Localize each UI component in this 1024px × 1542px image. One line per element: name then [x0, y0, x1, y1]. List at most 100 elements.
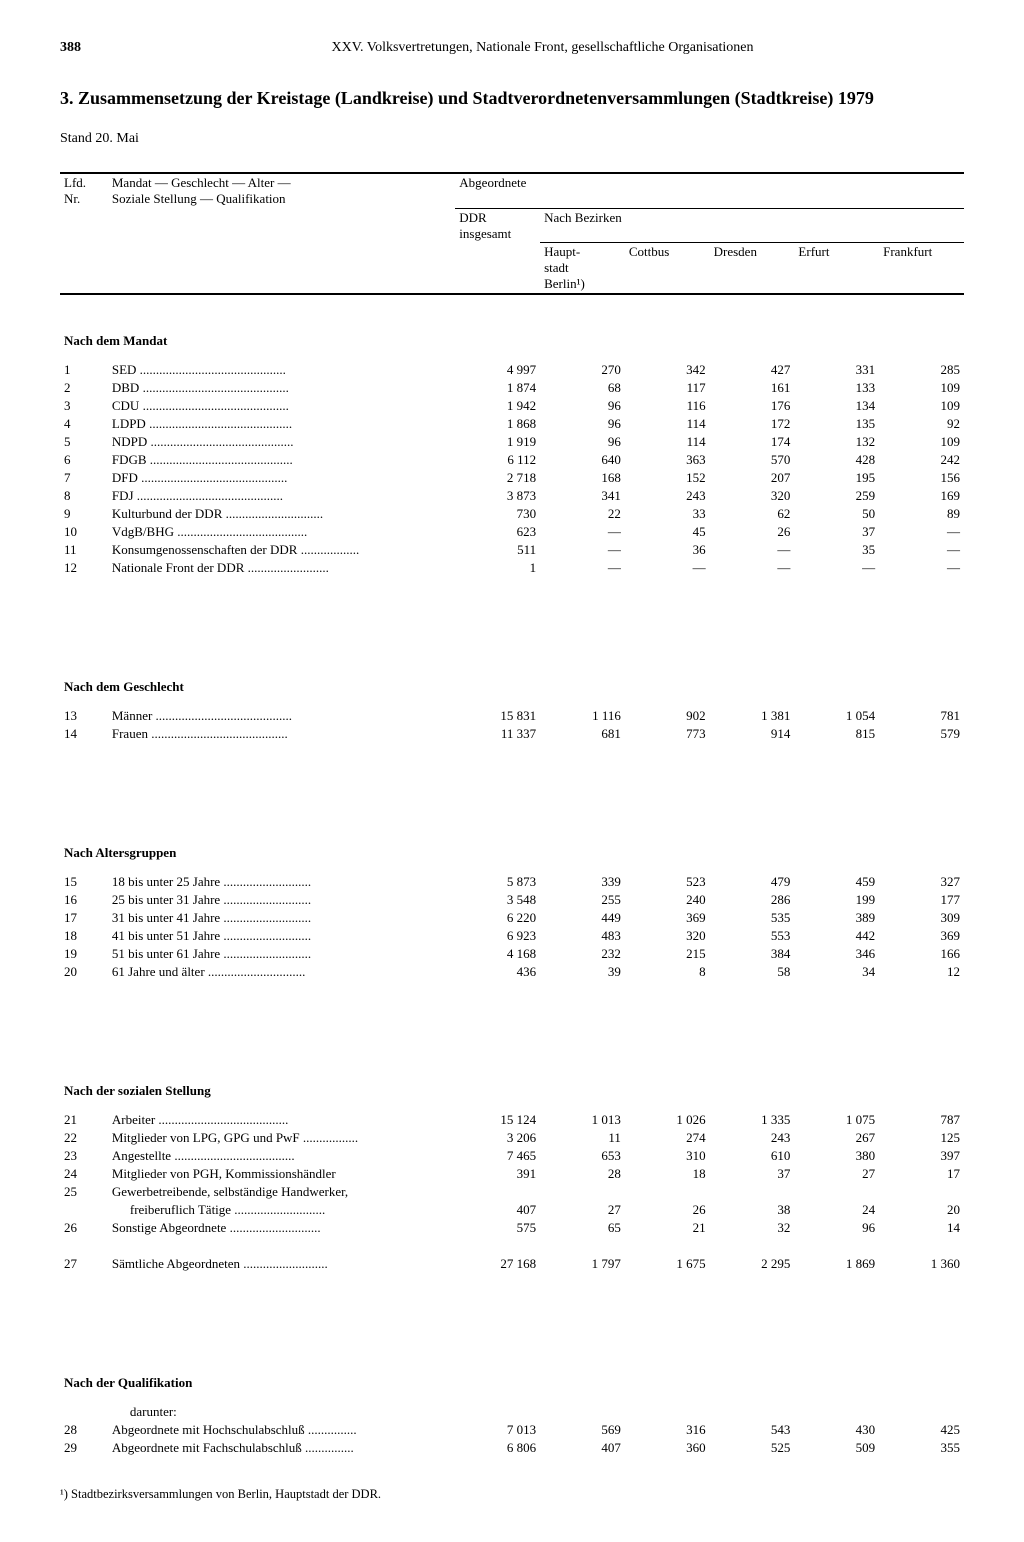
page-number: 388	[60, 40, 81, 56]
cell: 579	[879, 725, 964, 743]
cell: 17	[879, 1165, 964, 1183]
cell: 640	[540, 451, 625, 469]
chapter-title: XXV. Volksvertretungen, Nationale Front,…	[81, 40, 964, 56]
cell: 285	[879, 361, 964, 379]
cell: 535	[710, 909, 795, 927]
row-label: Sonstige Abgeordnete ...................…	[108, 1219, 455, 1237]
cell: 14	[879, 1219, 964, 1237]
section-title: Nach dem Mandat	[60, 313, 964, 361]
row-label: LDPD ...................................…	[108, 415, 455, 433]
cell: 274	[625, 1129, 710, 1147]
row-num: 4	[60, 415, 108, 433]
cell: 310	[625, 1147, 710, 1165]
cell: 320	[710, 487, 795, 505]
cell: 1 026	[625, 1111, 710, 1129]
row-num: 10	[60, 523, 108, 541]
cell: 166	[879, 945, 964, 963]
cell: —	[879, 541, 964, 559]
cell: 15 831	[455, 707, 540, 725]
cell: 109	[879, 433, 964, 451]
cell: 355	[879, 1439, 964, 1457]
row-label: DBD ....................................…	[108, 379, 455, 397]
cell: 96	[540, 433, 625, 451]
cell: 134	[794, 397, 879, 415]
row-label: Frauen .................................…	[108, 725, 455, 743]
section-title: Nach der sozialen Stellung	[60, 1043, 964, 1111]
cell: 26	[625, 1201, 710, 1219]
row-label: Abgeordnete mit Fachschulabschluß ......…	[108, 1439, 455, 1457]
cell: 610	[710, 1147, 795, 1165]
cell: 6 112	[455, 451, 540, 469]
cell: 243	[625, 487, 710, 505]
cell: 232	[540, 945, 625, 963]
cell: 309	[879, 909, 964, 927]
cell: 11	[540, 1129, 625, 1147]
row-label: DFD ....................................…	[108, 469, 455, 487]
row-num: 6	[60, 451, 108, 469]
cell: 363	[625, 451, 710, 469]
cell: 6 806	[455, 1439, 540, 1457]
total-cell: 1 675	[625, 1255, 710, 1273]
cell: 1 116	[540, 707, 625, 725]
row-label: NDPD ...................................…	[108, 433, 455, 451]
cell: 92	[879, 415, 964, 433]
cell: 1 335	[710, 1111, 795, 1129]
row-label: CDU ....................................…	[108, 397, 455, 415]
page-title: 3. Zusammensetzung der Kreistage (Landkr…	[60, 86, 964, 111]
cell: 427	[710, 361, 795, 379]
cell: 570	[710, 451, 795, 469]
cell: 1 381	[710, 707, 795, 725]
total-cell: 2 295	[710, 1255, 795, 1273]
cell: 50	[794, 505, 879, 523]
cell: 6 220	[455, 909, 540, 927]
cell: 286	[710, 891, 795, 909]
total-cell: 1 360	[879, 1255, 964, 1273]
row-label: 18 bis unter 25 Jahre ..................…	[108, 873, 455, 891]
row-num: 19	[60, 945, 108, 963]
cell: —	[540, 559, 625, 577]
cell	[710, 1183, 795, 1201]
cell: 320	[625, 927, 710, 945]
cell: 483	[540, 927, 625, 945]
cell: 360	[625, 1439, 710, 1457]
cell: 389	[794, 909, 879, 927]
cell: —	[879, 523, 964, 541]
row-num: 5	[60, 433, 108, 451]
row-num: 15	[60, 873, 108, 891]
cell: 1	[455, 559, 540, 577]
cell: 681	[540, 725, 625, 743]
cell: 6 923	[455, 927, 540, 945]
row-num: 12	[60, 559, 108, 577]
cell: 479	[710, 873, 795, 891]
total-label: Sämtliche Abgeordneten .................…	[108, 1255, 455, 1273]
row-num: 26	[60, 1219, 108, 1237]
cell: 35	[794, 541, 879, 559]
row-label: Mitglieder von LPG, GPG und PwF ........…	[108, 1129, 455, 1147]
cell: 341	[540, 487, 625, 505]
cell: 653	[540, 1147, 625, 1165]
cell: 442	[794, 927, 879, 945]
row-num: 7	[60, 469, 108, 487]
cell: —	[879, 559, 964, 577]
cell: 96	[794, 1219, 879, 1237]
col-lfd: Lfd.Nr.	[60, 173, 108, 208]
cell: 242	[879, 451, 964, 469]
row-label: 31 bis unter 41 Jahre ..................…	[108, 909, 455, 927]
cell: 39	[540, 963, 625, 981]
cell: 543	[710, 1421, 795, 1439]
row-num: 13	[60, 707, 108, 725]
row-num	[60, 1201, 108, 1219]
section-title: Nach dem Geschlecht	[60, 639, 964, 707]
pre-label: darunter:	[108, 1403, 455, 1421]
row-label: Angestellte ............................…	[108, 1147, 455, 1165]
cell: 331	[794, 361, 879, 379]
cell: 169	[879, 487, 964, 505]
cell: 339	[540, 873, 625, 891]
cell: 12	[879, 963, 964, 981]
cell: 267	[794, 1129, 879, 1147]
section-title: Nach der Qualifikation	[60, 1335, 964, 1403]
cell: 425	[879, 1421, 964, 1439]
cell: 449	[540, 909, 625, 927]
row-label: Konsumgenossenschaften der DDR .........…	[108, 541, 455, 559]
cell: —	[710, 541, 795, 559]
